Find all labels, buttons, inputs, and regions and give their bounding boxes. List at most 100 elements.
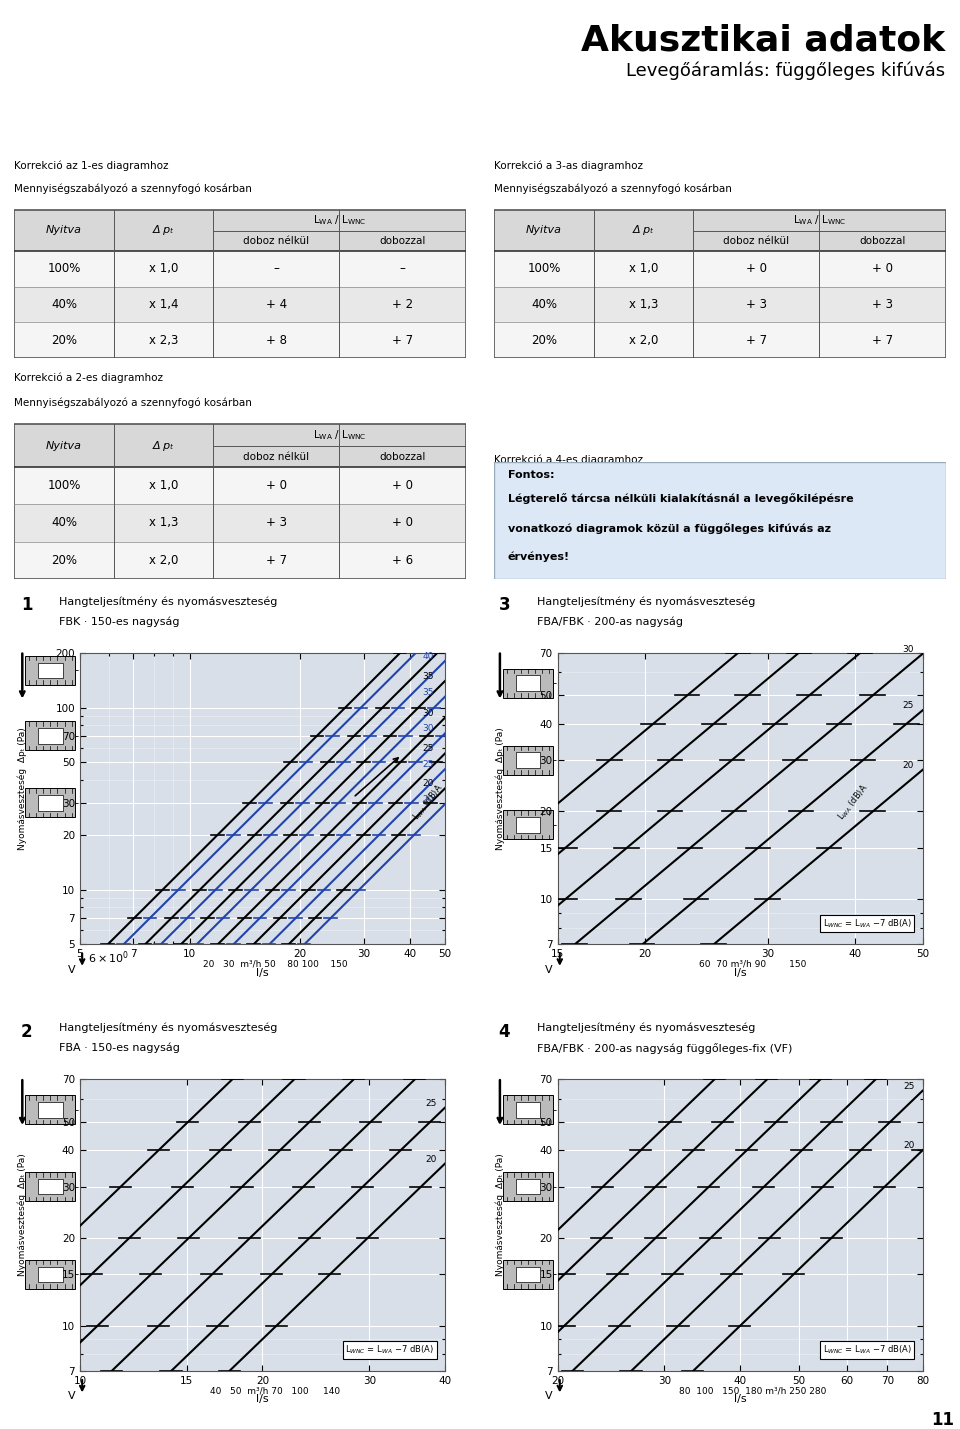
Text: Mennyiségszabályozó a szennyfogó kosárban: Mennyiségszabályozó a szennyfogó kosárba… (14, 397, 252, 407)
Bar (494, 287, 946, 323)
Text: dobozzal: dobozzal (859, 236, 905, 246)
Text: Légterelő tárcsa nélküli kialakításnál a levegőkilépésre: Légterelő tárcsa nélküli kialakításnál a… (508, 493, 853, 504)
Bar (494, 210, 946, 357)
Text: x 1,0: x 1,0 (149, 479, 178, 493)
Text: Fontos:: Fontos: (508, 470, 555, 480)
Text: 100%: 100% (527, 263, 561, 276)
Text: + 7: + 7 (746, 333, 767, 347)
Text: + 7: + 7 (872, 562, 893, 574)
Text: 3: 3 (498, 596, 510, 614)
Text: 40: 40 (422, 652, 434, 660)
Text: FBA/FBK · 200-as nagyság: FBA/FBK · 200-as nagyság (537, 616, 684, 627)
Text: –: – (274, 263, 279, 276)
Bar (516, 1179, 540, 1195)
Text: Levegőáramlás: függőleges kifúvás: Levegőáramlás: függőleges kifúvás (627, 61, 946, 80)
Text: 20%: 20% (51, 333, 77, 347)
Text: Korrekció a 3-as diagramhoz: Korrekció a 3-as diagramhoz (494, 160, 643, 170)
X-axis label: l/s: l/s (733, 1395, 746, 1405)
Bar (494, 486, 946, 579)
Text: 25: 25 (902, 702, 913, 710)
Text: + 7: + 7 (266, 553, 287, 567)
Text: + 0: + 0 (392, 516, 413, 530)
Text: Korrekció a 4-es diagramhoz: Korrekció a 4-es diagramhoz (494, 454, 643, 466)
Text: Hangteljesítmény és nyomásveszteség: Hangteljesítmény és nyomásveszteség (60, 596, 277, 606)
Text: 25: 25 (425, 1099, 437, 1107)
Text: Δ pₜ: Δ pₜ (153, 440, 174, 450)
Text: + 0: + 0 (872, 263, 893, 276)
Text: + 3: + 3 (266, 516, 287, 530)
Text: 100%: 100% (47, 479, 81, 493)
Text: FBA/FBK · 200-as nagyság függőleges-fix (VF): FBA/FBK · 200-as nagyság függőleges-fix … (537, 1043, 792, 1053)
Text: FBA · 150-es nagyság: FBA · 150-es nagyság (60, 1043, 180, 1053)
Bar (14, 210, 466, 252)
Bar (14, 542, 466, 579)
Text: V: V (68, 965, 76, 975)
Text: L$_{WNC}$ = L$_{WA}$ −7 dB(A): L$_{WNC}$ = L$_{WA}$ −7 dB(A) (346, 1343, 434, 1356)
Text: Δ pₜ: Δ pₜ (633, 494, 654, 504)
Text: L$_{WA}$ (dB)A: L$_{WA}$ (dB)A (410, 782, 445, 823)
Text: L$_\mathregular{WA}$ / L$_\mathregular{WNC}$: L$_\mathregular{WA}$ / L$_\mathregular{W… (793, 213, 846, 227)
Bar (14, 323, 466, 357)
Text: 20%: 20% (531, 333, 557, 347)
Text: L$_{WA}$ (dB)A: L$_{WA}$ (dB)A (835, 782, 872, 823)
Text: x 2,0: x 2,0 (149, 553, 178, 567)
Bar (494, 252, 946, 287)
Text: Hangteljesítmény és nyomásveszteség: Hangteljesítmény és nyomásveszteség (60, 1023, 277, 1033)
Text: 20   30  m³/h 50    80 100    150: 20 30 m³/h 50 80 100 150 (203, 960, 348, 969)
Text: + 6: + 6 (746, 539, 767, 552)
Text: Hangteljesítmény és nyomásveszteség: Hangteljesítmény és nyomásveszteség (537, 596, 756, 606)
Text: Nyitva: Nyitva (526, 226, 562, 236)
Text: Nyitva: Nyitva (526, 494, 562, 504)
Text: x 1,4: x 1,4 (149, 299, 178, 312)
Text: L$_\mathregular{WA}$ / L$_\mathregular{WNC}$: L$_\mathregular{WA}$ / L$_\mathregular{W… (793, 486, 846, 500)
Bar (38, 1102, 63, 1117)
Bar (14, 504, 466, 542)
Text: 20: 20 (425, 1155, 437, 1163)
Bar (14, 424, 466, 467)
Text: 60  70 m³/h 90        150: 60 70 m³/h 90 150 (699, 960, 806, 969)
Text: 25: 25 (422, 760, 434, 769)
Bar (38, 663, 63, 679)
Text: 20%: 20% (51, 553, 77, 567)
Bar (503, 1172, 553, 1202)
Bar (503, 669, 553, 697)
Text: + 2: + 2 (392, 299, 413, 312)
Text: 80  100   150  180 m³/h 250 280: 80 100 150 180 m³/h 250 280 (679, 1386, 827, 1395)
X-axis label: l/s: l/s (256, 967, 269, 977)
Text: 40%: 40% (531, 539, 557, 552)
Text: 25: 25 (422, 745, 434, 753)
Text: vonatkozó diagramok közül a függőleges kifúvás az: vonatkozó diagramok közül a függőleges k… (508, 523, 831, 533)
Text: Akusztikai adatok: Akusztikai adatok (582, 24, 946, 57)
Text: 20: 20 (422, 795, 434, 805)
Text: L$_{WNC}$ = L$_{WA}$ −7 dB(A): L$_{WNC}$ = L$_{WA}$ −7 dB(A) (823, 917, 912, 930)
Text: Nyomásveszteség  Δpₜ (Pa): Nyomásveszteség Δpₜ (Pa) (17, 1153, 27, 1276)
Bar (494, 556, 946, 579)
Bar (494, 486, 946, 512)
Text: + 0: + 0 (392, 479, 413, 493)
Text: érvényes!: érvényes! (508, 552, 570, 563)
Text: + 6: + 6 (872, 539, 893, 552)
Text: 20: 20 (902, 760, 913, 770)
Text: + 7: + 7 (872, 333, 893, 347)
Text: Δ pₜ: Δ pₜ (633, 226, 654, 236)
Bar (14, 252, 466, 287)
Bar (516, 676, 540, 692)
Text: Nyomásveszteség  Δpₜ (Pa): Nyomásveszteség Δpₜ (Pa) (495, 1153, 505, 1276)
Text: x 1,0: x 1,0 (629, 263, 658, 276)
Text: + 8: + 8 (266, 333, 287, 347)
Text: L$_{WNC}$ = L$_{WA}$ −7 dB(A): L$_{WNC}$ = L$_{WA}$ −7 dB(A) (823, 1343, 912, 1356)
Bar (503, 1260, 553, 1289)
Bar (494, 512, 946, 534)
Text: L$_\mathregular{WA}$ / L$_\mathregular{WNC}$: L$_\mathregular{WA}$ / L$_\mathregular{W… (313, 429, 366, 442)
Text: + 7: + 7 (392, 333, 413, 347)
Bar (14, 210, 466, 357)
Text: L$_\mathregular{WA}$ / L$_\mathregular{WNC}$: L$_\mathregular{WA}$ / L$_\mathregular{W… (313, 213, 366, 227)
Text: dobozzal: dobozzal (379, 452, 425, 462)
Bar (38, 727, 63, 743)
Text: + 0: + 0 (872, 516, 893, 530)
Bar (494, 534, 946, 556)
Text: x 1,7: x 1,7 (629, 539, 658, 552)
Text: + 3: + 3 (872, 299, 893, 312)
Text: + 4: + 4 (266, 299, 287, 312)
Bar (26, 1260, 76, 1289)
